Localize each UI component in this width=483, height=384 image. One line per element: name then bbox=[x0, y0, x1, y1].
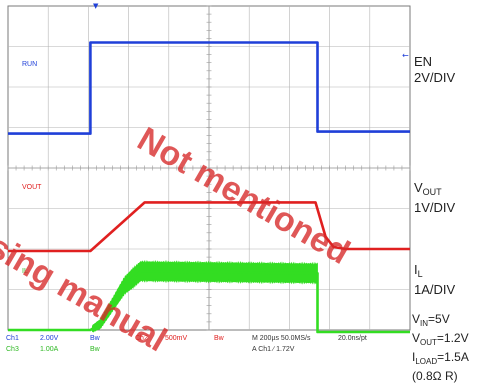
ch2-bw: Bw bbox=[214, 335, 225, 342]
il-scale: 1A/DIV bbox=[414, 282, 456, 297]
ch2-scale: 500mV bbox=[165, 335, 188, 342]
vout-scale: 1V/DIV bbox=[414, 200, 456, 215]
il-label-text: IL bbox=[414, 262, 423, 279]
trace-il bbox=[8, 269, 410, 334]
ch1-label: Ch1 bbox=[6, 335, 19, 342]
ch3-scale: 1.00A bbox=[40, 346, 59, 353]
trigger-marker-icon: ▼ bbox=[93, 2, 99, 10]
en-axis-label: EN 2V/DIV bbox=[414, 54, 455, 86]
run-label: RUN bbox=[22, 61, 37, 68]
ch1-bw: Bw bbox=[90, 335, 101, 342]
trigger-readout: A Ch1 ∕ 1.72V bbox=[252, 346, 295, 353]
traces bbox=[8, 41, 410, 334]
rload-condition: (0.8Ω R) bbox=[412, 369, 458, 383]
vout-condition: VOUT=1.2V bbox=[412, 331, 469, 347]
trace-run bbox=[8, 41, 410, 135]
il-axis-label: IL 1A/DIV bbox=[414, 262, 455, 298]
ch2-label: Ch2 bbox=[135, 335, 148, 342]
vout-label: VOUT bbox=[22, 184, 42, 191]
trace-vout bbox=[8, 201, 410, 253]
timebase-readout: M 200µs 50.0MS/s bbox=[252, 335, 311, 342]
trace-labels: RUN VOUT IL ▼ ← bbox=[22, 2, 409, 275]
oscilloscope-plot: RUN VOUT IL ▼ ← Ch1 2.00V Bw Ch2 500mV B… bbox=[6, 2, 411, 353]
vout-label-text: VOUT bbox=[414, 180, 442, 197]
trigger-level-icon: ← bbox=[402, 51, 409, 60]
record-readout: 20.0ns/pt bbox=[338, 335, 367, 342]
ch3-bw: Bw bbox=[90, 346, 101, 353]
ch3-label: Ch3 bbox=[6, 346, 19, 353]
vout-axis-label: VOUT 1V/DIV bbox=[414, 180, 455, 216]
iload-condition: ILOAD=1.5A bbox=[412, 350, 469, 366]
ch1-scale: 2.00V bbox=[40, 335, 59, 342]
il-label: IL bbox=[22, 268, 28, 275]
en-label: EN bbox=[414, 54, 433, 69]
en-scale: 2V/DIV bbox=[414, 70, 456, 85]
status-bar: Ch1 2.00V Bw Ch2 500mV Bw Ch3 1.00A Bw M… bbox=[6, 335, 367, 353]
test-conditions: VIN=5V VOUT=1.2V ILOAD=1.5A (0.8Ω R) bbox=[412, 312, 469, 384]
vin-condition: VIN=5V bbox=[412, 312, 450, 328]
